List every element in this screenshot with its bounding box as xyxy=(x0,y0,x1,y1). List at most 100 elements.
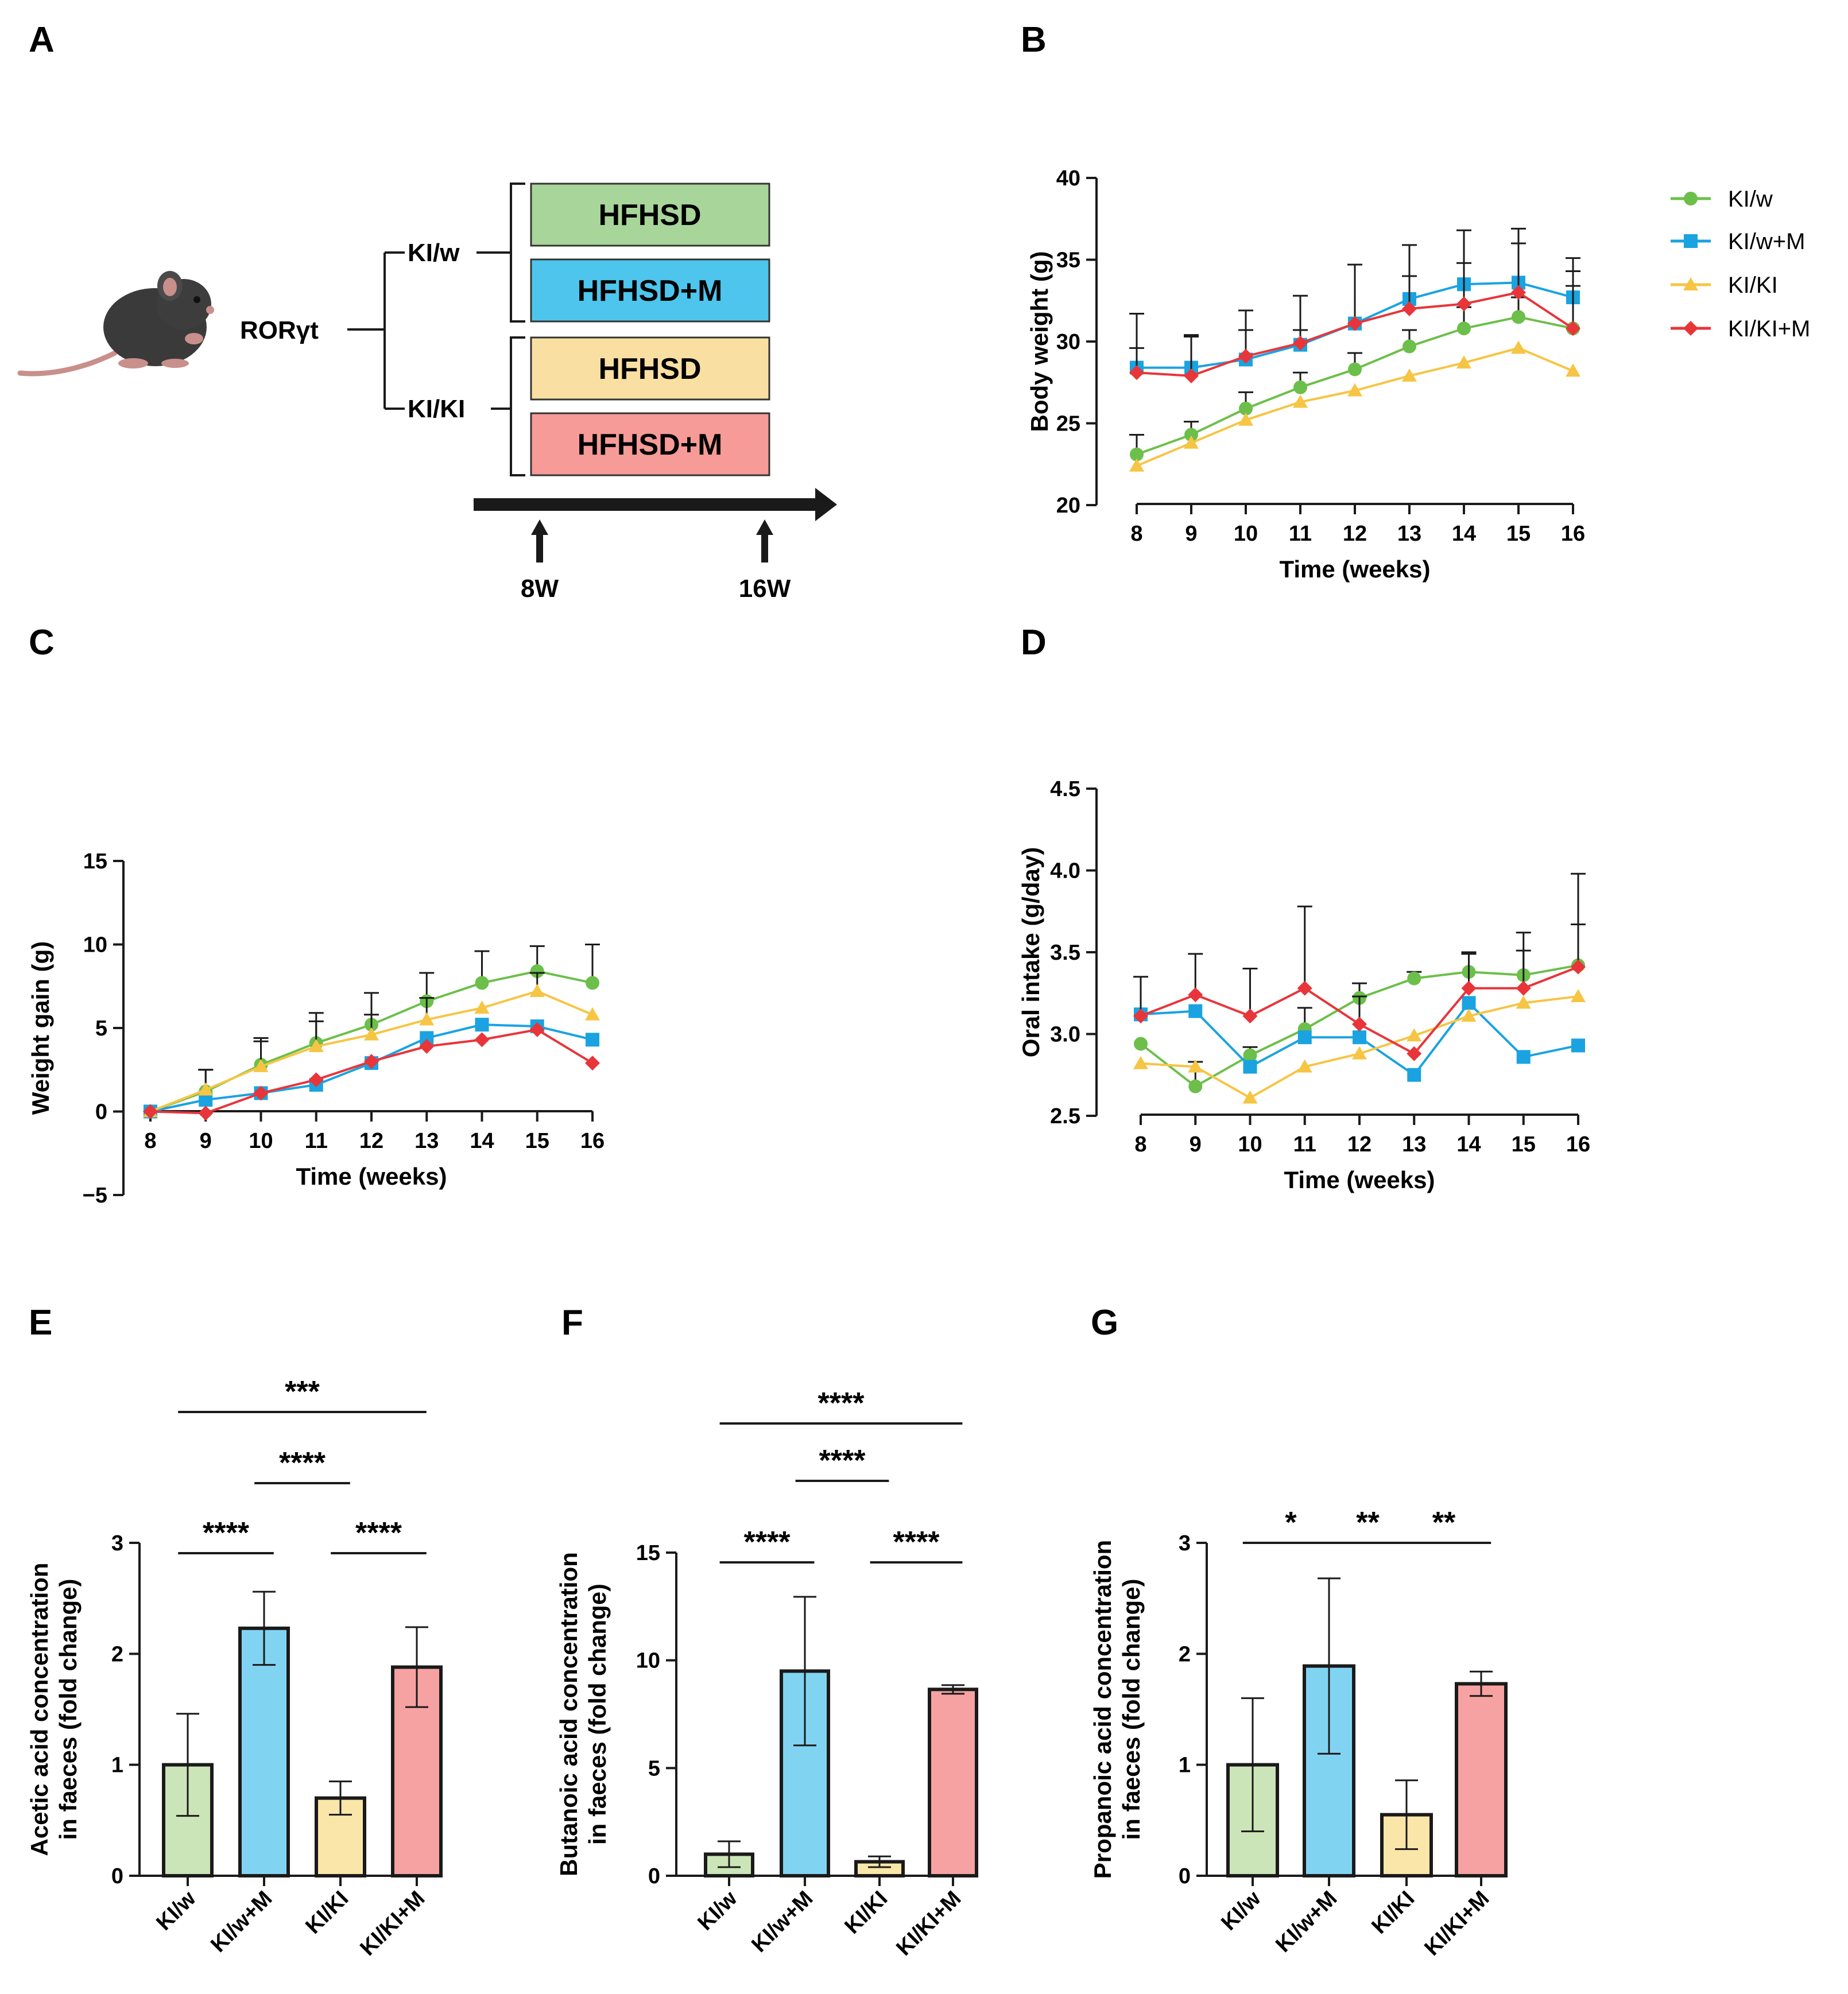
data-point xyxy=(475,1018,489,1032)
x-tick-label: 12 xyxy=(1343,522,1367,546)
branch-label-klkl: KI/KI xyxy=(408,395,465,423)
significance-label: **** xyxy=(355,1516,402,1550)
x-tick-label: 14 xyxy=(470,1129,494,1153)
x-tick-label: KI/w xyxy=(693,1886,742,1935)
data-point xyxy=(1461,1008,1477,1022)
x-tick-label: KI/KI+M xyxy=(355,1887,429,1961)
significance-label: ** xyxy=(1432,1506,1456,1539)
significance-label: ** xyxy=(1356,1506,1380,1539)
data-point xyxy=(1511,340,1526,354)
data-point xyxy=(1242,1090,1258,1104)
bar xyxy=(1455,1682,1508,1878)
series-kiki xyxy=(1129,340,1580,472)
data-point xyxy=(1293,335,1308,351)
y-tick-label: 15 xyxy=(83,849,107,874)
panel-label-a: A xyxy=(29,20,55,60)
data-point xyxy=(1242,1008,1258,1024)
data-point xyxy=(529,983,545,997)
data-point xyxy=(419,1012,435,1026)
group-label-3: HFHSD xyxy=(598,352,701,386)
x-tick-label: 11 xyxy=(1293,1132,1316,1157)
x-tick-label: 8 xyxy=(1130,522,1142,546)
legend-item-klkl-m: KI/KI+M xyxy=(1671,316,1810,342)
y-tick-label: 40 xyxy=(1056,166,1080,191)
y-axis-title-line1: Butanoic acid concentration xyxy=(555,1552,582,1876)
data-point xyxy=(1184,428,1198,442)
data-point xyxy=(1352,1046,1367,1060)
x-tick-label: 8 xyxy=(1134,1132,1146,1157)
significance-label: **** xyxy=(203,1516,250,1550)
data-point xyxy=(1512,310,1525,324)
data-point xyxy=(1133,1008,1148,1024)
data-point xyxy=(1238,348,1253,364)
x-tick-label: 13 xyxy=(1397,522,1421,546)
x-tick-label: 9 xyxy=(200,1129,212,1153)
x-tick-label: KI/KI+M xyxy=(1420,1887,1494,1961)
chart-body-weight: 20 25 30 35 40 8 9 10 11 12 13 14 15 16 Time (weeks) Bo… xyxy=(1026,166,1585,583)
x-tick-label: KI/w+M xyxy=(747,1887,818,1957)
panel-label-g: G xyxy=(1091,1303,1118,1343)
data-point xyxy=(1188,1059,1203,1073)
data-point xyxy=(1457,321,1471,336)
y-axis-title-line2: in faeces (fold change) xyxy=(55,1578,82,1840)
bar xyxy=(928,1687,978,1877)
series-kikim xyxy=(1133,905,1586,1061)
data-point xyxy=(1402,368,1417,382)
data-point xyxy=(1516,980,1531,996)
data-point xyxy=(1297,1059,1312,1073)
x-tick-label: 11 xyxy=(1289,522,1312,546)
data-point xyxy=(475,976,489,990)
x-tick-label: KI/KI xyxy=(301,1887,353,1939)
group-label-1: HFHSD xyxy=(598,199,701,232)
bar xyxy=(238,1626,290,1878)
y-axis-title-line2: in faeces (fold change) xyxy=(1118,1578,1145,1840)
panel-label-d: D xyxy=(1021,623,1047,662)
data-point xyxy=(253,1058,269,1072)
data-point xyxy=(1566,363,1580,377)
x-tick-label: 9 xyxy=(1190,1132,1202,1157)
y-tick-label: 3 xyxy=(111,1531,123,1555)
data-point xyxy=(1129,365,1144,381)
x-tick-label: KI/KI xyxy=(840,1887,892,1939)
legend-label: KI/KI xyxy=(1728,273,1778,298)
data-point xyxy=(1403,339,1416,354)
y-tick-label: 20 xyxy=(1056,494,1080,518)
data-point xyxy=(586,976,599,990)
x-tick-label: 13 xyxy=(414,1129,439,1153)
y-tick-label: 35 xyxy=(1056,249,1080,273)
data-point xyxy=(474,1000,490,1014)
data-point xyxy=(1353,1030,1366,1045)
x-tick-label: 16 xyxy=(580,1129,605,1153)
group-box-klkl-hfhsd xyxy=(530,336,770,401)
legend-label: KI/KI+M xyxy=(1728,316,1810,342)
series-kiki xyxy=(143,972,600,1118)
data-point xyxy=(1188,1004,1203,1018)
mouse-illustration xyxy=(17,271,214,377)
data-point xyxy=(1516,1050,1531,1064)
data-point xyxy=(198,1082,214,1096)
group-label-2: HFHSD+M xyxy=(578,274,723,308)
y-tick-label: 0 xyxy=(95,1100,107,1124)
x-tick-label: KI/w xyxy=(152,1886,200,1935)
data-point xyxy=(1352,1017,1367,1032)
data-point xyxy=(1516,995,1531,1009)
panel-label-e: E xyxy=(29,1303,52,1343)
y-tick-label: 30 xyxy=(1056,330,1080,354)
x-tick-label: 15 xyxy=(1512,1132,1536,1157)
y-tick-label: 3.0 xyxy=(1050,1023,1080,1047)
x-tick-label: 9 xyxy=(1185,522,1197,546)
data-point xyxy=(1402,301,1417,316)
arrow-up-icon xyxy=(531,519,548,535)
x-tick-label: 14 xyxy=(1456,1132,1481,1157)
y-tick-label: 4.0 xyxy=(1050,859,1080,883)
y-tick-label: 0 xyxy=(1179,1864,1191,1888)
timeline-arrow xyxy=(474,498,818,511)
data-point xyxy=(1407,1028,1422,1042)
data-point xyxy=(585,1007,600,1021)
data-point xyxy=(1348,362,1362,377)
y-axis-title: Oral intake (g/day) xyxy=(1017,847,1044,1057)
gene-label: RORγt xyxy=(240,316,319,344)
data-point xyxy=(1133,1056,1148,1069)
x-tick-label: KI/w+M xyxy=(1271,1887,1342,1957)
